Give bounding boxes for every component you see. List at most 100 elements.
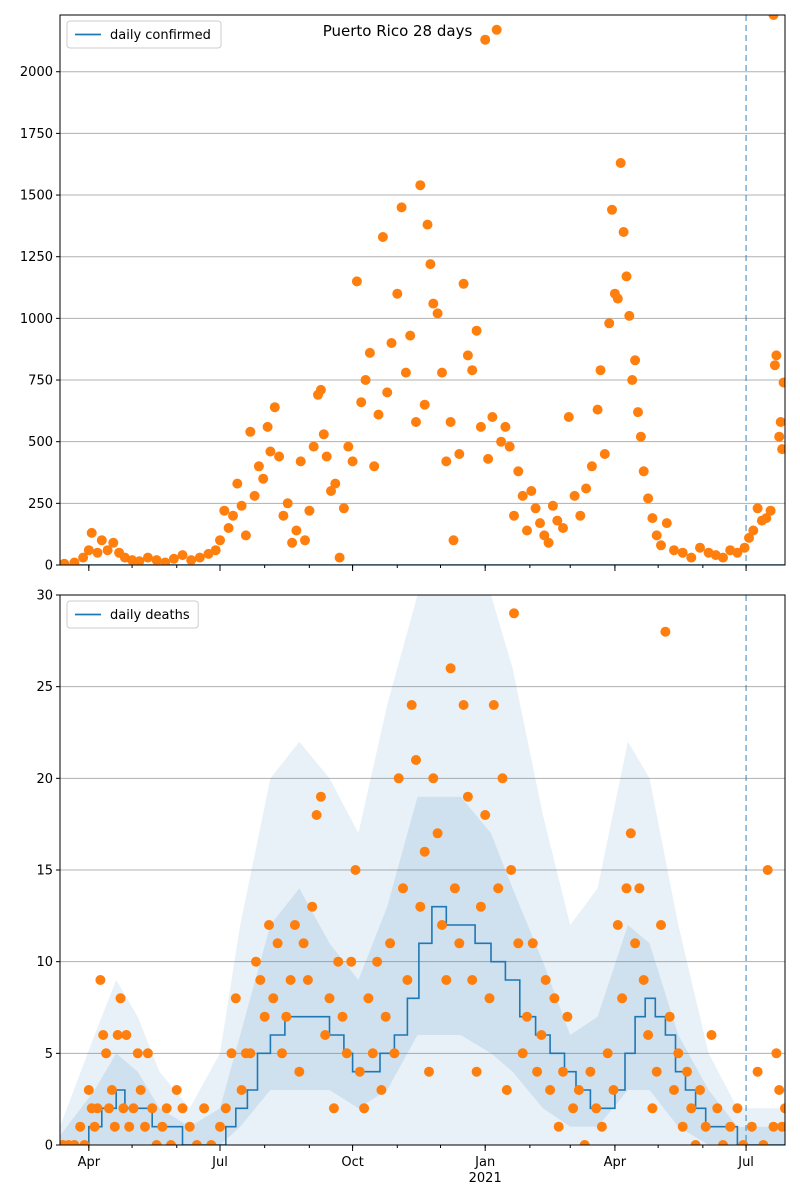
data-point	[101, 1048, 112, 1059]
data-point	[396, 202, 407, 213]
data-point	[686, 552, 697, 563]
data-point	[718, 1140, 728, 1145]
data-point	[135, 1085, 146, 1095]
data-point	[102, 545, 113, 556]
data-point	[777, 444, 785, 455]
data-point	[527, 938, 538, 949]
data-point	[617, 993, 628, 1004]
data-point	[579, 1140, 590, 1145]
data-point	[382, 387, 393, 398]
data-point	[354, 1066, 365, 1077]
legend: daily deaths	[66, 600, 199, 629]
series-line	[60, 905, 785, 1145]
data-point	[265, 446, 276, 457]
data-point	[405, 330, 416, 341]
data-point	[328, 1103, 339, 1114]
data-point	[484, 993, 495, 1004]
y-tick-label: 500	[28, 435, 53, 450]
data-point	[92, 1103, 103, 1114]
y-tick-label: 1250	[20, 250, 53, 265]
data-point	[428, 773, 439, 784]
data-point	[549, 993, 560, 1004]
data-point	[765, 505, 776, 516]
data-point	[330, 478, 341, 489]
data-point	[695, 1085, 705, 1095]
data-point	[634, 883, 645, 894]
data-point	[768, 15, 779, 20]
data-point	[411, 755, 421, 765]
data-point	[700, 1121, 711, 1132]
data-point	[60, 558, 70, 565]
data-point	[380, 1011, 391, 1022]
data-point	[140, 1121, 150, 1132]
data-point	[134, 556, 145, 565]
data-point	[389, 1048, 400, 1059]
legend-box	[66, 20, 222, 49]
data-point	[259, 1011, 270, 1022]
data-point	[462, 791, 473, 802]
data-point	[651, 530, 662, 541]
data-point	[607, 204, 617, 215]
data-point	[75, 1121, 86, 1132]
data-point	[725, 1121, 736, 1132]
data-point	[186, 555, 197, 565]
data-point	[285, 975, 296, 985]
data-point	[449, 883, 460, 894]
data-point	[177, 550, 188, 561]
data-point	[643, 1030, 654, 1040]
data-point	[274, 451, 285, 462]
data-point	[364, 347, 375, 358]
y-tick-label: 1500	[20, 189, 53, 204]
data-point	[422, 219, 433, 230]
data-point	[517, 490, 528, 501]
y-tick-label: 1000	[20, 312, 53, 327]
data-point	[441, 975, 452, 985]
data-point	[669, 545, 679, 556]
data-point	[95, 975, 106, 985]
data-point	[752, 503, 763, 514]
data-point	[532, 1066, 543, 1077]
data-point	[262, 421, 273, 432]
data-point	[664, 1011, 675, 1022]
data-point	[220, 1103, 231, 1114]
data-point	[255, 975, 266, 985]
data-point	[530, 503, 541, 514]
data-point	[769, 360, 780, 371]
data-point	[166, 1140, 176, 1145]
axes-frame	[59, 14, 786, 566]
data-point	[509, 608, 519, 619]
data-point	[638, 466, 649, 477]
data-point	[251, 956, 261, 967]
data-point	[585, 1066, 596, 1077]
data-point	[545, 1085, 556, 1095]
data-point	[569, 490, 580, 501]
data-point	[326, 486, 336, 496]
y-tick-label: 10	[36, 955, 53, 970]
data-point	[302, 975, 313, 985]
data-point	[240, 530, 251, 541]
data-point	[109, 1121, 120, 1132]
data-point	[78, 552, 89, 563]
data-point	[424, 1066, 434, 1077]
data-point	[245, 426, 256, 437]
data-point	[608, 1085, 619, 1095]
data-point	[596, 1121, 607, 1132]
data-point	[647, 513, 658, 524]
plot-area	[60, 595, 785, 1145]
data-point	[289, 920, 300, 930]
data-point	[359, 1103, 370, 1114]
data-point	[385, 938, 396, 949]
data-point	[630, 938, 641, 949]
data-point	[475, 421, 486, 432]
data-point	[226, 1048, 237, 1059]
data-point	[748, 525, 759, 536]
data-point	[184, 1121, 195, 1132]
data-point	[300, 535, 310, 546]
data-point	[467, 975, 478, 985]
data-point	[501, 1085, 512, 1095]
x-tick-label: Apr	[604, 1155, 627, 1170]
data-point	[780, 1103, 785, 1114]
data-point	[500, 421, 511, 432]
data-point	[615, 158, 626, 168]
